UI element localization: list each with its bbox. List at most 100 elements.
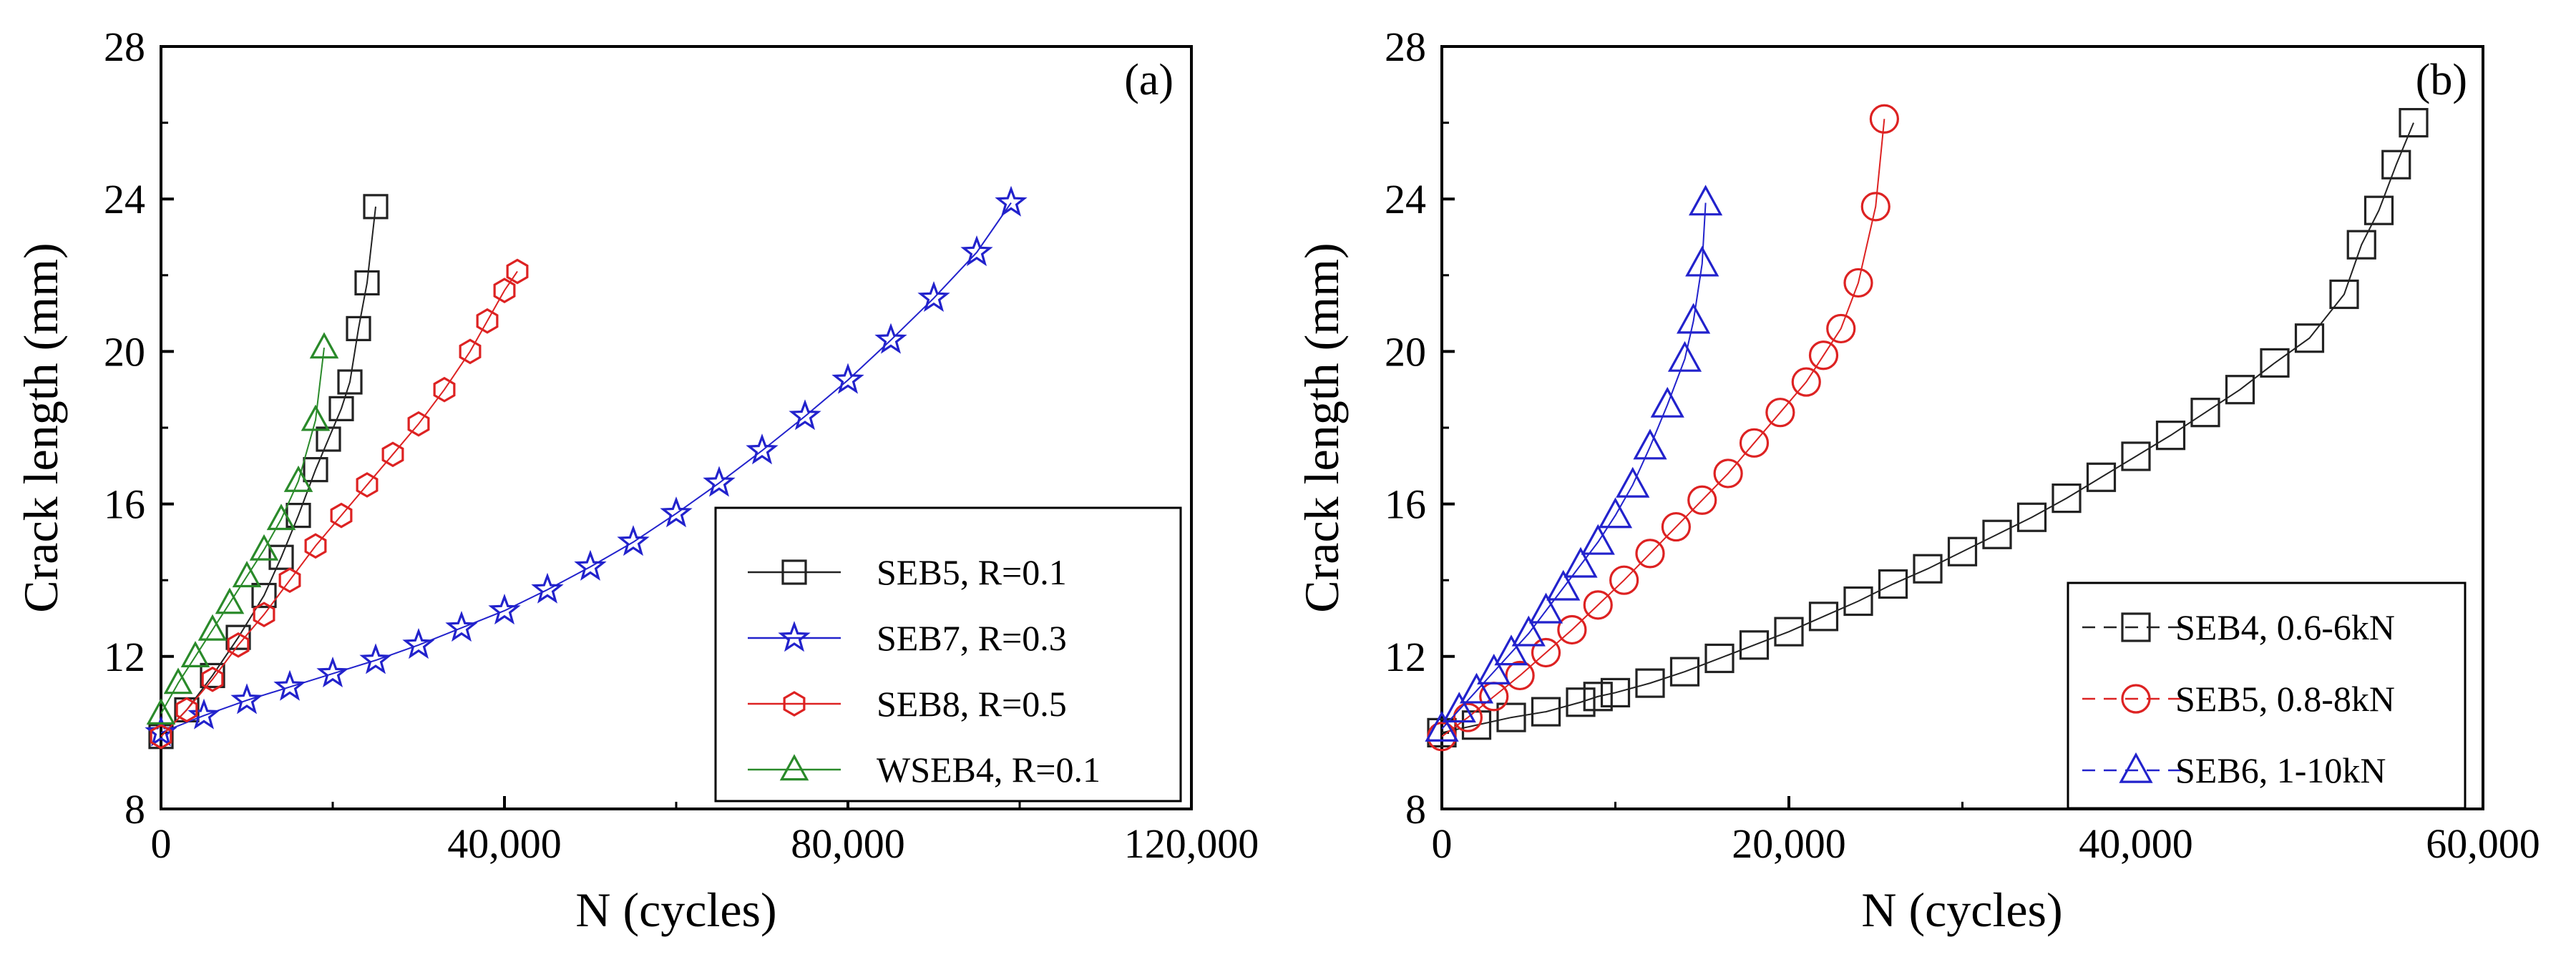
data-point-b-0-24 xyxy=(2225,375,2255,405)
x-axis-title-b: N (cycles) xyxy=(1861,883,2062,937)
series-line-b-2 xyxy=(1441,202,1707,730)
data-point-b-0-17 xyxy=(1982,519,2012,549)
data-point-b-2-17 xyxy=(1688,185,1723,216)
data-point-b-2-16 xyxy=(1685,245,1719,277)
data-point-b-2-4 xyxy=(1494,634,1528,666)
panel-label-b: (b) xyxy=(2416,56,2467,104)
y-tick-label-a-4: 24 xyxy=(104,176,145,222)
series-a-2 xyxy=(150,258,529,750)
data-point-a-3-0 xyxy=(146,698,176,725)
data-point-b-0-1 xyxy=(1461,710,1492,740)
data-point-a-3-6 xyxy=(249,534,279,561)
data-point-a-1-3 xyxy=(273,669,306,701)
data-point-b-0-5 xyxy=(1583,682,1613,712)
legend-entry-b-2: SEB6, 1-10kN xyxy=(2082,750,2386,790)
data-point-a-0-8 xyxy=(316,426,341,452)
data-point-a-1-7 xyxy=(445,611,478,642)
legend-entry-a-2: SEB8, R=0.5 xyxy=(748,684,1067,724)
data-point-a-1-9 xyxy=(531,572,564,604)
x-tick-label-a-3: 120,000 xyxy=(1124,820,1259,867)
x-tick-label-a-0: 0 xyxy=(151,820,172,867)
data-point-b-2-12 xyxy=(1633,428,1667,460)
data-point-a-3-9 xyxy=(301,404,331,431)
data-point-b-0-21 xyxy=(2121,441,2151,471)
data-point-b-1-8 xyxy=(1635,539,1665,569)
legend-label-a-0: SEB5, R=0.1 xyxy=(877,552,1067,592)
legend-label-b-1: SEB5, 0.8-8kN xyxy=(2175,679,2395,719)
data-point-b-1-19 xyxy=(1869,104,1899,134)
data-point-a-2-4 xyxy=(253,602,275,628)
data-point-a-1-2 xyxy=(230,683,263,715)
legend-entry-b-1: SEB5, 0.8-8kN xyxy=(2082,679,2395,719)
data-point-a-2-8 xyxy=(356,472,379,498)
data-point-b-0-28 xyxy=(2346,230,2376,260)
legend-entry-b-0: SEB4, 0.6-6kN xyxy=(2082,607,2395,647)
legend-label-a-1: SEB7, R=0.3 xyxy=(877,618,1067,658)
data-point-a-2-0 xyxy=(150,723,172,750)
data-point-b-1-15 xyxy=(1808,340,1839,370)
data-point-b-1-3 xyxy=(1505,660,1535,691)
data-point-a-0-4 xyxy=(251,582,277,609)
data-point-a-1-0 xyxy=(145,715,177,747)
y-tick-label-a-1: 12 xyxy=(104,634,145,680)
series-line-a-0 xyxy=(160,206,376,737)
data-point-b-0-9 xyxy=(1704,643,1735,674)
legend-label-a-2: SEB8, R=0.5 xyxy=(877,684,1067,724)
data-point-a-0-5 xyxy=(268,544,294,570)
chart-panel-b: 0 20,000 40,000 60,000 8 12 16 20 24 28 (b) N (cy… xyxy=(1294,24,2540,937)
data-point-a-3-10 xyxy=(309,332,339,359)
data-point-b-0-11 xyxy=(1774,617,1804,647)
legend-label-a-3: WSEB4, R=0.1 xyxy=(877,750,1101,790)
data-point-b-2-15 xyxy=(1677,303,1711,334)
data-point-b-2-5 xyxy=(1511,615,1546,647)
data-point-b-0-13 xyxy=(1843,586,1873,617)
data-point-a-1-14 xyxy=(746,433,779,465)
series-a-3 xyxy=(146,332,339,725)
y-tick-label-b-1: 12 xyxy=(1385,634,1426,680)
data-point-b-0-15 xyxy=(1913,554,1943,584)
y-tick-label-b-3: 20 xyxy=(1385,328,1426,375)
data-point-b-2-11 xyxy=(1616,466,1650,498)
data-point-b-0-3 xyxy=(1531,697,1561,727)
legend-entry-a-3: WSEB4, R=0.1 xyxy=(748,750,1101,790)
data-point-b-0-8 xyxy=(1669,657,1700,687)
data-point-a-3-7 xyxy=(266,504,296,531)
y-tick-label-a-5: 28 xyxy=(104,24,145,70)
x-tick-label-b-2: 40,000 xyxy=(2079,820,2193,867)
data-point-a-0-10 xyxy=(337,369,363,395)
data-point-a-1-4 xyxy=(316,656,349,688)
data-point-b-0-14 xyxy=(1878,569,1908,599)
data-point-a-1-11 xyxy=(617,525,650,556)
data-point-a-3-1 xyxy=(163,667,193,695)
data-point-b-0-6 xyxy=(1600,677,1631,708)
data-point-b-0-19 xyxy=(2051,484,2082,514)
data-point-a-1-19 xyxy=(960,235,993,267)
data-point-b-1-7 xyxy=(1609,565,1639,595)
data-point-a-2-5 xyxy=(278,567,301,594)
data-point-a-2-14 xyxy=(493,278,516,303)
data-point-b-2-6 xyxy=(1528,592,1563,624)
data-point-a-1-5 xyxy=(359,643,392,674)
data-point-a-2-11 xyxy=(433,376,456,403)
data-point-b-0-26 xyxy=(2294,323,2325,353)
data-point-a-1-6 xyxy=(402,627,435,659)
data-point-a-1-1 xyxy=(187,698,220,730)
data-point-b-1-12 xyxy=(1739,428,1770,458)
data-point-a-2-6 xyxy=(304,533,327,559)
series-layer-a xyxy=(145,185,1028,750)
data-point-a-3-3 xyxy=(197,614,228,641)
legend-marker-b-1 xyxy=(2121,684,2151,714)
legend-marker-b-2 xyxy=(2119,752,2153,783)
data-point-b-0-12 xyxy=(1808,602,1839,632)
data-point-a-1-20 xyxy=(995,185,1028,217)
data-point-b-0-25 xyxy=(2260,348,2290,378)
panel-label-a: (a) xyxy=(1124,56,1174,104)
data-point-b-2-10 xyxy=(1598,497,1633,529)
legend-marker-b-0 xyxy=(2121,612,2151,642)
x-tick-label-a-2: 80,000 xyxy=(791,820,905,867)
data-point-b-0-20 xyxy=(2086,462,2117,492)
series-line-a-3 xyxy=(160,347,325,715)
chart-panel-a: 0 40,000 80,000 120,000 8 12 16 20 24 28 (a) N (c… xyxy=(14,24,1259,937)
data-point-b-0-31 xyxy=(2399,108,2429,138)
